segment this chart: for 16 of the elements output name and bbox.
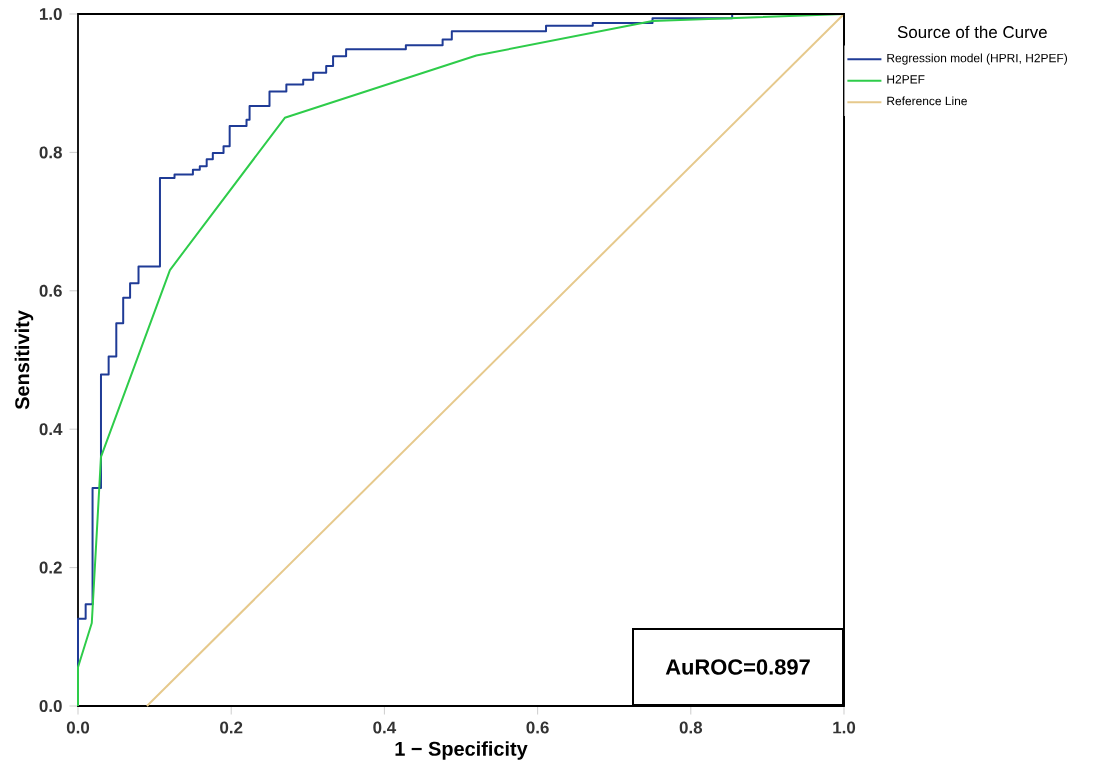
y-axis-title: Sensitivity: [14, 310, 34, 410]
x-tick-label: 0.0: [66, 721, 90, 734]
annotation: AuROC=0.897: [665, 659, 810, 675]
y-tick-label: 0.2: [39, 561, 62, 574]
x-tick-label: 0.2: [220, 721, 243, 734]
y-tick-label: 0.4: [39, 423, 63, 436]
y-tick-label: 0.6: [39, 284, 62, 297]
y-tick-label: 1.0: [39, 8, 62, 20]
y-tick-label: 0.8: [39, 146, 62, 159]
legend-title: Source of the Curve: [897, 25, 1047, 39]
x-tick-label: 0.6: [526, 721, 549, 734]
x-tick-label: 0.8: [679, 721, 703, 734]
y-tick-label: 0.0: [39, 700, 62, 712]
x-tick-label: 0.4: [373, 721, 397, 734]
x-axis-title: 1 − Specificity: [395, 741, 528, 760]
x-tick-label: 1.0: [833, 721, 856, 734]
